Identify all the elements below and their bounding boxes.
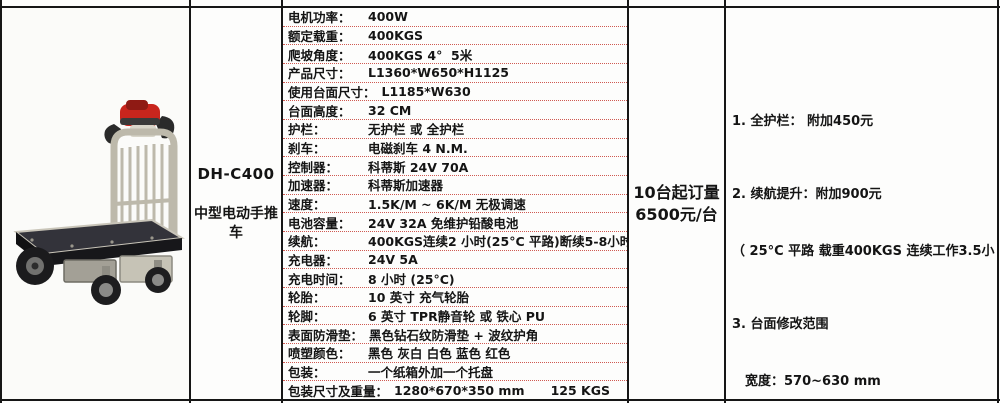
column-divider-photo-model: [189, 0, 191, 403]
spec-label: 速度：: [288, 197, 326, 213]
model-cell: DH-C400 中型电动手推车: [191, 8, 281, 399]
spec-row-battery: 电池容量： 24V 32A 免维护铅酸电池: [283, 213, 627, 233]
unit-price-text: 6500元/台: [635, 204, 718, 224]
spec-label: 产品尺寸：: [288, 66, 351, 82]
spec-row-rated-load: 额定载重： 400KGS: [283, 27, 627, 46]
spec-row-climb-angle: 爬坡角度： 400KGS 4° 5米: [283, 45, 627, 65]
price-cell: 10台起订量 6500元/台: [629, 8, 724, 399]
spec-value: 24V 32A 免维护铅酸电池: [368, 215, 519, 231]
table-border-bottom: [0, 399, 1000, 401]
spec-row-packing: 包装： 一个纸箱外加一个托盘: [283, 363, 627, 382]
spec-value: 400W: [368, 9, 408, 25]
spec-row-caster: 轮脚： 6 英寸 TPR静音轮 或 铁心 PU: [283, 307, 627, 326]
spec-value: 10 英寸 充气轮胎: [368, 290, 470, 306]
spec-row-speed: 速度： 1.5K/M ~ 6K/M 无极调速: [283, 195, 627, 214]
spec-label: 台面高度：: [288, 103, 351, 119]
spec-label: 表面防滑垫：: [288, 327, 364, 343]
spec-label: 轮脚：: [288, 309, 326, 325]
table-border-left: [0, 0, 2, 403]
spec-value: 400KGS连续2 小时(25°C 平路)断续5-8小时: [368, 234, 627, 250]
table-border-right: [997, 0, 999, 403]
spec-value: 400KGS: [368, 28, 424, 43]
spec-row-motor-power: 电机功率： 400W: [283, 8, 627, 27]
spec-row-brake: 刹车： 电磁刹车 4 N.M.: [283, 139, 627, 158]
spec-label: 刹车：: [288, 141, 326, 157]
spec-row-product-size: 产品尺寸： L1360*W650*H1125: [283, 64, 627, 83]
spec-value: 无护栏 或 全护栏: [368, 122, 465, 138]
spec-row-charge-time: 充电时间： 8 小时 (25°C): [283, 269, 627, 289]
spec-label: 充电器：: [288, 253, 339, 269]
moq-text: 10台起订量: [633, 182, 720, 202]
spec-value: 32 CM: [368, 102, 412, 118]
spec-row-charger: 充电器： 24V 5A: [283, 251, 627, 270]
model-code: DH-C400: [197, 164, 275, 183]
spec-value: 24V 5A: [368, 252, 418, 268]
note-line-endurance-upgrade: 2. 续航提升：附加900元: [732, 187, 882, 202]
spec-value: 8 小时 (25°C): [368, 271, 455, 287]
spec-row-endurance: 续航： 400KGS连续2 小时(25°C 平路)断续5-8小时: [283, 232, 627, 251]
column-divider-model-specs: [281, 0, 283, 403]
spec-row-deck-height: 台面高度： 32 CM: [283, 101, 627, 121]
spec-label: 包装：: [288, 365, 326, 381]
spec-row-deck-size: 使用台面尺寸： L1185*W630: [283, 83, 627, 102]
spec-row-controller: 控制器： 科蒂斯 24V 70A: [283, 157, 627, 177]
product-photo-cell: [2, 8, 189, 399]
spec-row-accelerator: 加速器： 科蒂斯加速器: [283, 176, 627, 195]
column-divider-specs-price: [627, 0, 629, 403]
spec-label: 控制器：: [288, 159, 339, 175]
spec-row-tire: 轮胎： 10 英寸 充气轮胎: [283, 288, 627, 307]
cart-rear-wheel-icon: [16, 247, 54, 285]
spec-label: 喷塑颜色：: [288, 346, 351, 362]
model-name: 中型电动手推车: [194, 205, 278, 241]
spec-table: 电机功率： 400W 额定载重： 400KGS 爬坡角度： 400KGS 4° 5米 …: [283, 8, 627, 399]
spec-label: 电机功率：: [288, 10, 351, 26]
spec-label: 加速器：: [288, 178, 339, 194]
column-divider-price-notes: [724, 0, 726, 403]
spec-label: 包装尺寸及重量：: [288, 383, 389, 399]
spec-value: 400KGS 4° 5米: [368, 47, 473, 63]
spec-label: 续航：: [288, 234, 326, 250]
spec-label: 充电时间：: [288, 271, 351, 287]
spec-row-packing-size-weight: 包装尺寸及重量： 1280*670*350 mm 125 KGS: [283, 381, 627, 399]
spec-value: 6 英寸 TPR静音轮 或 铁心 PU: [368, 309, 546, 325]
spec-value: 1.5K/M ~ 6K/M 无极调速: [368, 197, 526, 213]
cart-front-caster-icons: [91, 260, 171, 305]
spec-value: 一个纸箱外加一个托盘: [368, 365, 494, 381]
note-line-full-guardrail: 1. 全护栏： 附加450元: [732, 114, 874, 129]
note-line-endurance-condition: （ 25°C 平路 载重400KGS 连续工作3.5小时 ）: [732, 244, 995, 259]
spec-value: L1185*W630: [381, 84, 471, 100]
spec-value: 科蒂斯 24V 70A: [368, 159, 469, 175]
spec-label: 使用台面尺寸：: [288, 85, 376, 101]
cart-platform-deck: [13, 218, 186, 266]
note-line-width-range: 宽度：570~630 mm: [745, 374, 881, 389]
spec-label: 护栏：: [288, 122, 326, 138]
cart-photo-illustration: [13, 100, 186, 305]
notes-cell: 1. 全护栏： 附加450元 2. 续航提升：附加900元 （ 25°C 平路 …: [727, 8, 995, 399]
note-line-deck-modify-title: 3. 台面修改范围: [732, 317, 829, 332]
spec-row-guardrail: 护栏： 无护栏 或 全护栏: [283, 120, 627, 139]
spec-value: 黑色钻石纹防滑垫 + 波纹护角: [369, 327, 539, 343]
spec-label: 额定载重：: [288, 29, 351, 45]
spec-value: 黑色 灰白 白色 蓝色 红色: [368, 346, 511, 362]
table-border-top: [0, 6, 1000, 8]
spec-value: 电磁刹车 4 N.M.: [368, 141, 468, 157]
cart-handle-frame: [110, 128, 178, 246]
spec-row-antislip-mat: 表面防滑垫： 黑色钻石纹防滑垫 + 波纹护角: [283, 325, 627, 345]
spec-value: 科蒂斯加速器: [368, 178, 444, 194]
spec-label: 轮胎：: [288, 290, 326, 306]
spec-label: 电池容量：: [288, 215, 351, 231]
spec-value: 1280*670*350 mm 125 KGS: [394, 382, 610, 398]
spec-value: L1360*W650*H1125: [368, 65, 509, 81]
spec-label: 爬坡角度：: [288, 47, 351, 63]
spec-row-coating-color: 喷塑颜色： 黑色 灰白 白色 蓝色 红色: [283, 344, 627, 363]
